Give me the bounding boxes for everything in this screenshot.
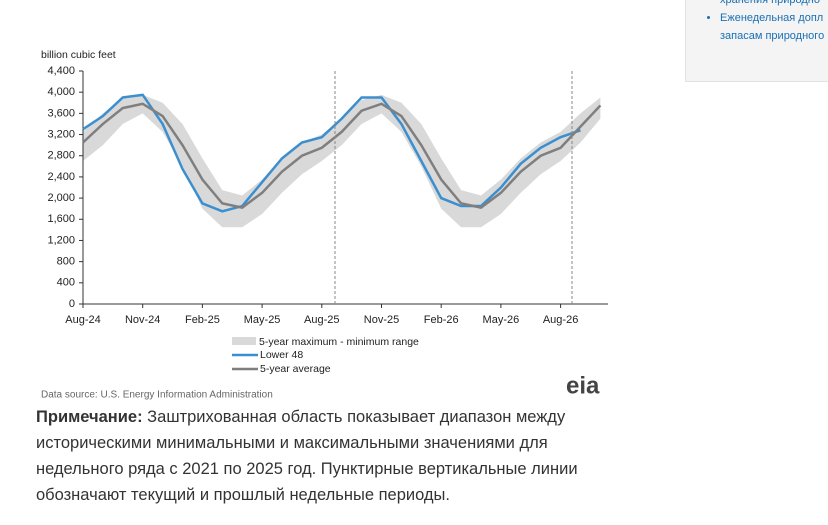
y-tick-label: 800	[57, 256, 75, 268]
y-tick-label: 4,400	[47, 65, 75, 77]
logo: eia	[566, 372, 600, 399]
note-label: Примечание:	[36, 408, 143, 426]
series-line	[82, 102, 602, 209]
range-band	[83, 94, 601, 228]
link[interactable]: Еженедельная допл	[720, 9, 828, 27]
note-text: Заштрихованная область показывает диапаз…	[36, 408, 578, 504]
y-tick-label: 4,000	[47, 86, 75, 98]
y-tick-label: 3,200	[47, 128, 75, 140]
series-line	[82, 93, 581, 213]
y-tick-label: 0	[69, 298, 75, 310]
chart: billion cubic feet 0 400 800 1,200 1,600 2,00…	[41, 49, 608, 401]
x-tick-label: Aug-26	[543, 314, 578, 326]
legend-label: Lower 48	[260, 349, 303, 361]
link[interactable]: хранения природно	[720, 0, 820, 6]
source: Data source: U.S. Energy Information Adm…	[41, 390, 273, 401]
x-tick-label: Feb-25	[185, 314, 220, 326]
y-tick-label: 2,000	[47, 192, 75, 204]
y-tick-label: 1,600	[47, 213, 75, 225]
legend-label: 5-year maximum - minimum range	[259, 336, 419, 348]
x-tick-label: May-25	[244, 314, 281, 326]
y-tick-label: 400	[57, 277, 75, 289]
sidebar: хранения природно Еженедельная допл запа…	[685, 0, 828, 82]
link[interactable]: запасам природного	[720, 30, 825, 42]
y-tick-label: 2,400	[47, 171, 75, 183]
link-list: хранения природно Еженедельная допл запа…	[686, 0, 828, 45]
x-tick-label: Aug-25	[304, 314, 339, 326]
x-tick-label: Nov-25	[364, 314, 399, 326]
y-tick-label: 3,600	[47, 107, 75, 119]
x-tick-label: Aug-24	[65, 314, 100, 326]
legend-label: 5-year average	[260, 363, 331, 375]
x-tick-label: Nov-24	[125, 314, 160, 326]
note: Примечание: Заштрихованная область показ…	[36, 404, 636, 508]
legend-swatch	[232, 337, 256, 345]
y-tick-label: 1,200	[47, 234, 75, 246]
x-tick-label: May-26	[483, 314, 520, 326]
x-tick-label: Feb-26	[424, 314, 459, 326]
y-tick-label: 2,800	[47, 150, 75, 162]
y-axis-label: billion cubic feet	[41, 49, 116, 61]
